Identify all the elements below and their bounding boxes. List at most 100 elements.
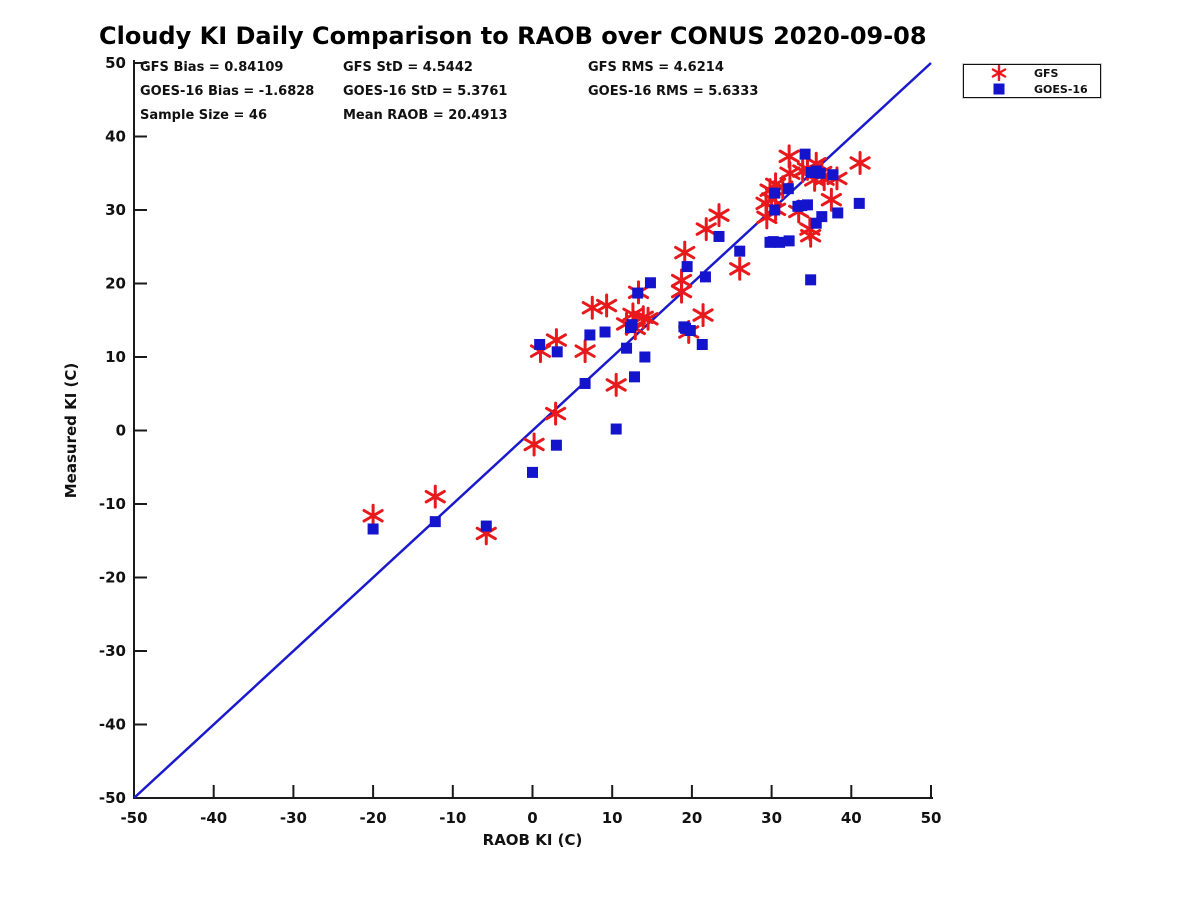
goes-marker [810,217,822,229]
goes-marker [853,197,865,209]
goes-marker [625,322,637,334]
goes-marker [696,339,708,351]
goes-marker [367,523,379,535]
x-tick-label: 50 [921,809,942,827]
goes-marker [527,466,538,478]
gfs-marker [605,372,627,397]
x-tick-label: -30 [280,809,307,827]
goes-square-icon [964,82,1034,96]
goes-marker [621,342,633,354]
x-tick-label: 30 [761,809,782,827]
goes-marker [769,187,781,199]
gfs-marker [695,217,717,242]
y-tick-label: 40 [105,128,126,146]
gfs-marker [849,150,871,175]
gfs-asterisk-icon [964,65,1034,81]
y-tick-label: -30 [99,642,126,660]
identity-line [133,62,932,799]
goes-marker [680,322,692,334]
x-tick-label: 10 [602,809,623,827]
goes-marker [774,236,786,248]
goes-marker [816,211,828,223]
y-tick-label: 30 [105,201,126,219]
x-tick-label: 0 [527,809,537,827]
goes-marker [799,148,811,160]
stat-goes-bias: GOES-16 Bias = -1.6828 [140,84,315,99]
x-tick-label: 40 [841,809,862,827]
goes-marker [681,261,693,273]
goes-marker [644,277,656,289]
gfs-marker [670,279,693,304]
goes-marker [814,167,826,179]
goes-marker [551,346,563,358]
legend-item-gfs: GFS [964,65,1100,81]
gfs-marker [424,484,446,509]
goes-marker [534,339,546,351]
gfs-marker [523,432,545,457]
goes-marker [769,204,781,216]
x-tick-label: -20 [360,809,387,827]
x-tick-label: 20 [681,809,702,827]
y-tick-label: 10 [105,348,126,366]
goes-marker [429,516,441,528]
gfs-marker [779,161,801,186]
goes-marker [480,520,492,532]
stat-goes-rms: GOES-16 RMS = 5.6333 [588,84,759,99]
goes-marker [699,271,711,283]
stat-mean-raob: Mean RAOB = 20.4913 [343,108,508,123]
stat-gfs-rms: GFS RMS = 4.6214 [588,60,724,75]
goes-marker [610,423,622,435]
goes-marker [783,235,795,247]
goes-marker [599,326,611,338]
y-tick-label: 0 [116,422,126,440]
legend-label-gfs: GFS [1034,66,1059,80]
goes-marker [579,377,591,389]
goes-marker [550,439,562,451]
gfs-marker [800,223,822,248]
gfs-marker [674,240,696,265]
y-tick-label: -50 [99,789,126,807]
y-tick-label: -10 [99,495,126,513]
goes-marker [734,245,746,257]
goes-marker [584,329,596,341]
gfs-marker [708,203,730,228]
gfs-marker [362,503,384,528]
goes-marker [805,167,817,179]
gfs-marker [574,339,596,364]
stat-goes-std: GOES-16 StD = 5.3761 [343,84,508,99]
goes-marker [832,207,844,219]
stat-sample-size: Sample Size = 46 [140,108,268,123]
goes-marker [827,169,839,181]
goes-marker [639,351,651,363]
stat-gfs-std: GFS StD = 4.5442 [343,60,473,75]
goes-marker [632,287,644,299]
stat-gfs-bias: GFS Bias = 0.84109 [140,60,284,75]
goes-marker [805,274,817,286]
goes-marker [629,371,641,383]
gfs-marker [692,303,714,328]
y-tick-label: -40 [99,716,126,734]
goes-marker [801,199,813,211]
x-axis-label: RAOB KI (C) [483,831,583,849]
goes-marker [767,236,779,248]
goes-marker [782,183,794,195]
x-tick-label: -40 [200,809,227,827]
x-tick-label: -50 [120,809,147,827]
gfs-marker [545,401,567,426]
goes-marker [796,200,808,212]
y-tick-label: 20 [105,275,126,293]
gfs-marker [729,256,751,281]
x-tick-label: -10 [439,809,466,827]
gfs-marker [596,293,618,318]
y-tick-label: 50 [105,54,126,72]
chart-title: Cloudy KI Daily Comparison to RAOB over … [99,22,927,50]
y-tick-label: -20 [99,569,126,587]
legend-label-goes: GOES-16 [1034,82,1088,96]
y-axis-label: Measured KI (C) [62,363,80,499]
legend-box: GFS GOES-16 [963,64,1101,98]
legend-item-goes: GOES-16 [964,81,1100,97]
goes-marker [713,230,725,242]
gfs-marker [820,187,842,212]
